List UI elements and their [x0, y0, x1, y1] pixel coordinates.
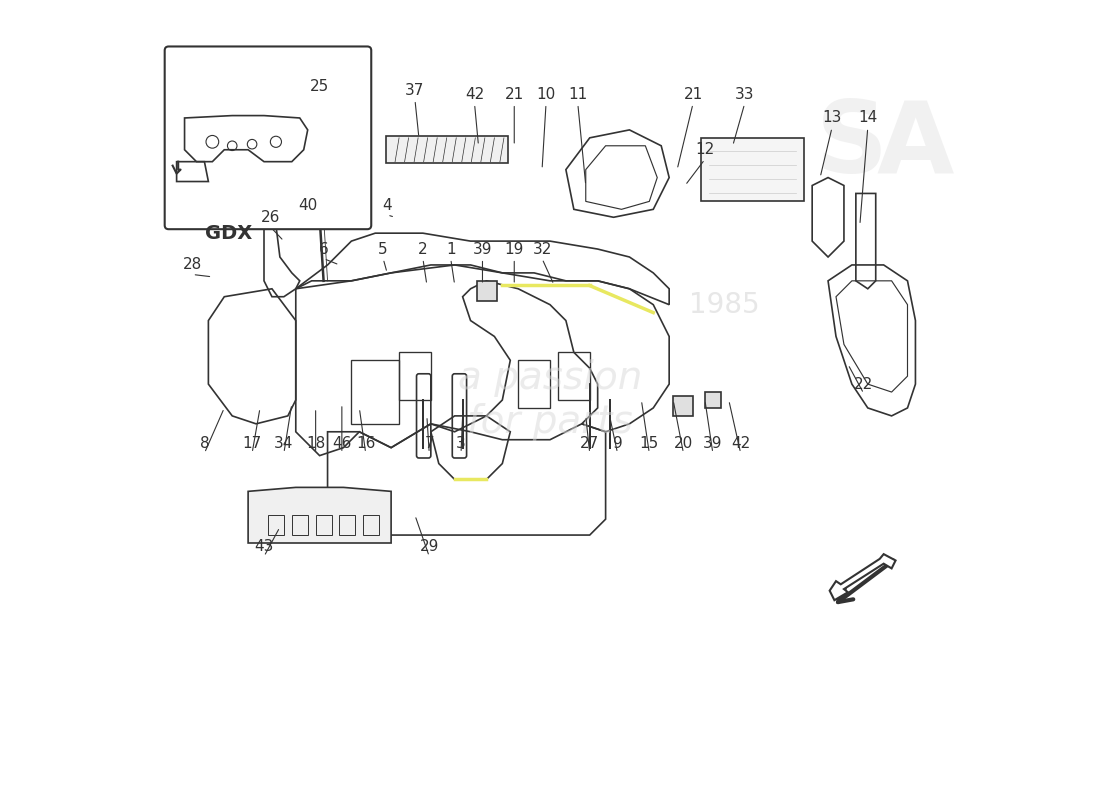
Text: 4: 4 — [383, 198, 392, 213]
Text: 14: 14 — [858, 110, 878, 126]
Text: S: S — [816, 98, 888, 194]
Text: 9: 9 — [613, 436, 623, 451]
FancyBboxPatch shape — [165, 46, 372, 229]
Text: 27: 27 — [580, 436, 600, 451]
Text: 3: 3 — [456, 436, 466, 451]
Text: 26: 26 — [261, 210, 280, 225]
FancyBboxPatch shape — [673, 396, 693, 416]
FancyBboxPatch shape — [705, 392, 720, 408]
Text: a passion
for parts: a passion for parts — [458, 359, 642, 441]
Text: 19: 19 — [505, 242, 524, 257]
Text: 43: 43 — [254, 539, 274, 554]
Text: 7: 7 — [425, 436, 435, 451]
Text: 37: 37 — [405, 82, 425, 98]
Text: 32: 32 — [532, 242, 552, 257]
Text: 17: 17 — [242, 436, 262, 451]
Text: 29: 29 — [419, 539, 439, 554]
Text: A: A — [877, 98, 954, 194]
Text: 33: 33 — [735, 86, 755, 102]
Text: 15: 15 — [640, 436, 659, 451]
Text: 16: 16 — [356, 436, 375, 451]
Text: 18: 18 — [306, 436, 326, 451]
Text: 21: 21 — [683, 86, 703, 102]
Text: 28: 28 — [183, 258, 202, 273]
Polygon shape — [829, 554, 895, 600]
Polygon shape — [701, 138, 804, 202]
Text: 10: 10 — [537, 86, 556, 102]
Text: 13: 13 — [823, 110, 842, 126]
Text: GDX: GDX — [205, 224, 252, 242]
Text: 34: 34 — [274, 436, 294, 451]
Text: 11: 11 — [569, 86, 587, 102]
Text: 42: 42 — [732, 436, 750, 451]
Polygon shape — [249, 487, 392, 543]
Text: 1985: 1985 — [690, 290, 760, 318]
Text: 22: 22 — [855, 377, 873, 392]
Text: 40: 40 — [298, 198, 317, 213]
Text: 2: 2 — [418, 242, 428, 257]
FancyBboxPatch shape — [477, 281, 497, 301]
FancyBboxPatch shape — [386, 136, 508, 163]
Text: 5: 5 — [378, 242, 388, 257]
Text: 39: 39 — [703, 436, 723, 451]
Text: 6: 6 — [319, 242, 329, 257]
Text: 1: 1 — [446, 242, 455, 257]
Text: 25: 25 — [310, 78, 329, 94]
Text: 21: 21 — [505, 86, 524, 102]
Text: 42: 42 — [465, 86, 484, 102]
Text: 8: 8 — [199, 436, 209, 451]
Text: 20: 20 — [674, 436, 693, 451]
Text: 46: 46 — [332, 436, 352, 451]
Text: 12: 12 — [695, 142, 715, 158]
Text: 39: 39 — [473, 242, 492, 257]
